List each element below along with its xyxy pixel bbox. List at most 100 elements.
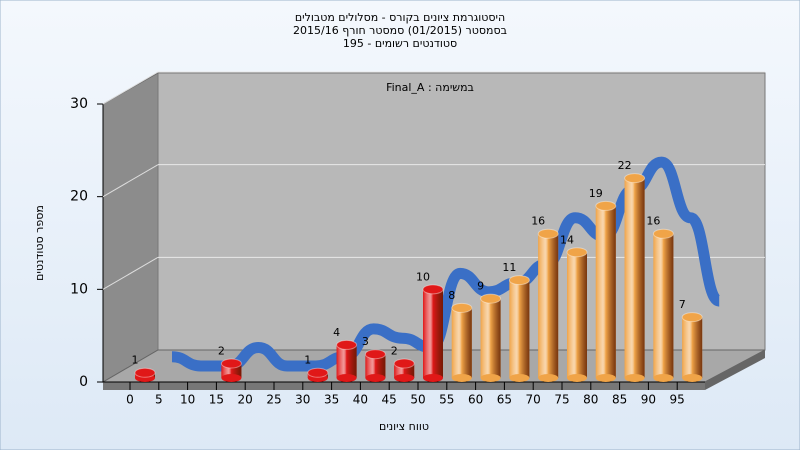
x-tick-label: 95 [670, 393, 685, 407]
bar-shade [595, 205, 616, 378]
x-tick-label: 70 [526, 393, 541, 407]
bar-top [393, 358, 415, 369]
bar-shade [336, 344, 357, 378]
bar [624, 173, 646, 382]
data-label: 4 [333, 326, 340, 339]
x-tick-label: 90 [641, 393, 656, 407]
bar [595, 200, 617, 382]
data-label: 1 [304, 354, 311, 367]
bar [480, 293, 502, 382]
bar [393, 358, 415, 382]
bar-top [595, 200, 617, 211]
y-axis-label: מספר סטודנטים [33, 205, 46, 281]
x-tick-label: 75 [554, 393, 569, 407]
bar-bottom [624, 374, 645, 382]
y-tick-label: 20 [70, 189, 88, 205]
bar-bottom [336, 374, 357, 382]
bar [508, 275, 530, 382]
x-tick-label: 35 [324, 393, 339, 407]
grid-line [102, 256, 159, 290]
bar-shade [480, 298, 501, 378]
bar-top [537, 228, 559, 239]
data-label: 22 [618, 159, 632, 172]
x-tick-label: 15 [209, 393, 224, 407]
bar [307, 367, 329, 382]
annotation: Final_A : במשימה [386, 81, 474, 94]
chart-subtitle: 195 - סטודנטים רשומים [343, 37, 457, 50]
data-label: 9 [477, 280, 484, 293]
bar [364, 349, 386, 382]
bar-shade [538, 233, 559, 378]
bar-bottom [567, 374, 587, 382]
bar-shade [509, 280, 530, 378]
y-tick-label: 10 [70, 281, 88, 297]
bar-shade [451, 307, 472, 378]
bar-top [508, 275, 530, 286]
bar-top [220, 358, 242, 369]
x-tick-label: 30 [295, 393, 310, 407]
grid-line [102, 71, 159, 105]
bar-bottom [451, 374, 472, 382]
data-label: 2 [218, 344, 225, 357]
bar-top [422, 284, 444, 295]
bar-top [134, 367, 156, 378]
bar-shade [653, 233, 674, 378]
x-tick-label: 0 [126, 393, 134, 407]
x-tick-label: 50 [410, 393, 425, 407]
bar-bottom [653, 374, 674, 382]
data-label: 8 [448, 289, 455, 302]
y-tick-label: 30 [70, 96, 88, 112]
data-label: 10 [416, 270, 430, 283]
floor-edge [705, 350, 765, 390]
bar-bottom [480, 374, 501, 382]
data-label: 14 [560, 233, 574, 246]
bar-top [307, 367, 329, 378]
bar [336, 339, 358, 382]
bar-bottom [682, 374, 703, 382]
data-label: 19 [589, 187, 603, 200]
data-label: 2 [391, 344, 398, 357]
x-tick-label: 5 [155, 393, 163, 407]
bar-bottom [423, 374, 443, 382]
bar [537, 228, 559, 382]
bar-top [364, 349, 386, 360]
chart-subtitle: בסמסטר (01/2015) סמסטר חורף 2015/16 [293, 24, 507, 37]
x-tick-label: 10 [180, 393, 195, 407]
bar-bottom [538, 374, 559, 382]
x-tick-label: 40 [353, 393, 368, 407]
x-tick-label: 25 [266, 393, 281, 407]
x-tick-label: 80 [583, 393, 598, 407]
bar-shade [624, 178, 645, 378]
x-tick-label: 45 [382, 393, 397, 407]
bar-shade [567, 252, 587, 378]
x-tick-label: 55 [439, 393, 454, 407]
bar-bottom [394, 374, 415, 382]
bar-top [336, 339, 358, 350]
data-label: 1 [132, 354, 139, 367]
data-label: 3 [362, 335, 369, 348]
x-tick-label: 65 [497, 393, 512, 407]
x-axis-label: טווח ציונים [379, 420, 429, 433]
bar [422, 284, 444, 382]
grid-line [102, 164, 159, 198]
bar [220, 358, 242, 382]
data-label: 7 [679, 298, 686, 311]
bar [134, 367, 156, 382]
chart-title: היסטוגרמת ציונים בקורס - מסלולים מטבולים [295, 11, 505, 24]
bar-top [566, 247, 588, 258]
bar [451, 302, 473, 382]
x-tick-label: 20 [238, 393, 253, 407]
bar [652, 228, 674, 382]
bar-bottom [595, 374, 616, 382]
data-label: 16 [646, 215, 660, 228]
bar-bottom [365, 374, 386, 382]
bar [566, 247, 588, 382]
bar-top [681, 312, 703, 323]
bar-bottom [509, 374, 530, 382]
bar-top [451, 302, 473, 313]
bar-shade [365, 354, 386, 378]
side-wall [102, 72, 159, 383]
data-label: 11 [502, 261, 516, 274]
x-tick-label: 85 [612, 393, 627, 407]
data-label: 16 [531, 215, 545, 228]
